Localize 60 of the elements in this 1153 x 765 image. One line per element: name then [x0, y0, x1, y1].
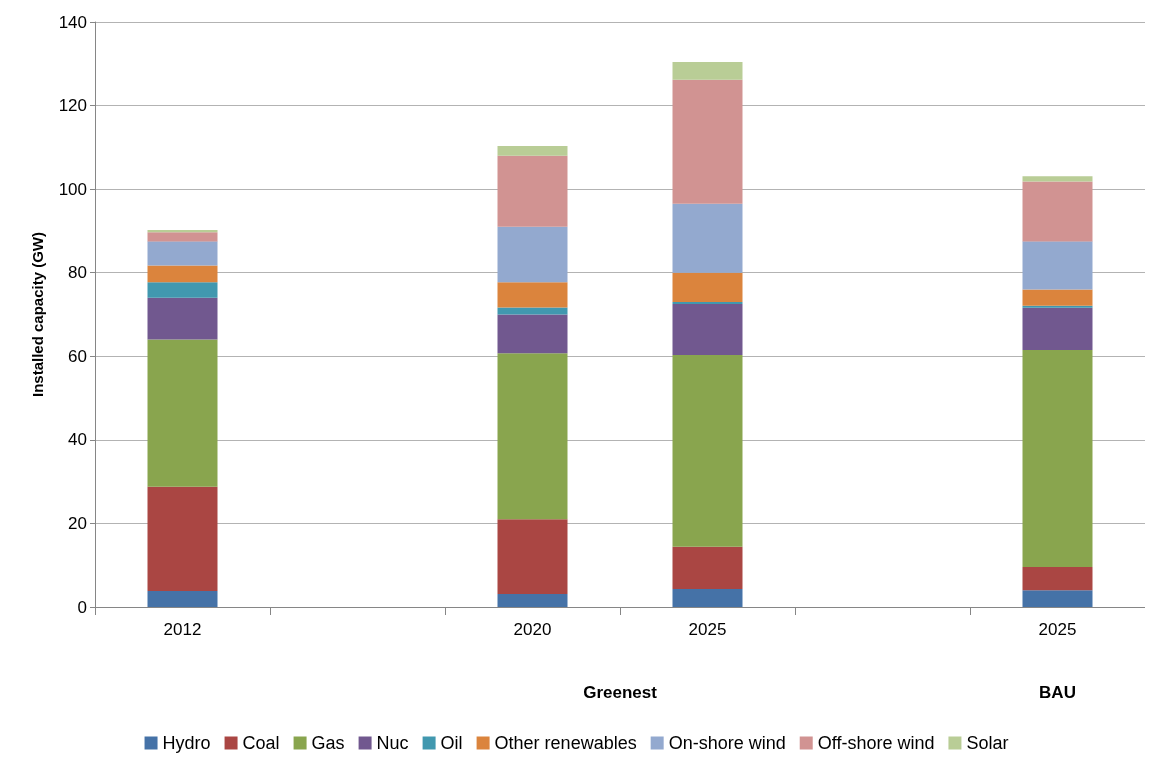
bar: [1022, 566, 1093, 591]
legend-label: Nuc: [376, 733, 409, 753]
bar: [1022, 590, 1093, 607]
bar: [147, 591, 218, 607]
y-tick-label: 40: [68, 430, 87, 450]
bar: [672, 589, 743, 607]
bar: [497, 146, 568, 156]
legend-label: Coal: [242, 733, 280, 753]
y-tick-label: 80: [68, 263, 87, 283]
bar: [672, 272, 743, 302]
text: Greenest: [583, 682, 658, 702]
legend-label: On-shore wind: [668, 733, 786, 753]
bar: [672, 546, 743, 590]
bar: [497, 314, 568, 354]
y-axis-title: Installed capacity (GW): [29, 231, 46, 398]
bar: [497, 307, 568, 315]
bar: [497, 519, 568, 595]
bar: [672, 79, 743, 204]
text: BAU: [1039, 682, 1076, 702]
bar: [1022, 181, 1093, 242]
bar: [1022, 350, 1093, 567]
legend-label: Gas: [311, 733, 345, 753]
bar: [1022, 305, 1093, 308]
bar: [147, 297, 218, 340]
bar: [1022, 176, 1093, 182]
bar: [1022, 289, 1093, 306]
bar: [147, 339, 218, 487]
legend-label: Solar: [966, 733, 1009, 753]
bar: [497, 282, 568, 308]
legend-label: Other renewables: [494, 733, 637, 753]
bar: [497, 353, 568, 520]
bar: [672, 62, 743, 80]
y-tick-label: 100: [58, 179, 87, 199]
bar: [147, 230, 218, 233]
legend-label: Off-shore wind: [817, 733, 935, 753]
bar: [672, 304, 743, 356]
bar: [147, 282, 218, 298]
x-tick-label: 2025: [688, 620, 727, 639]
y-tick-label: 140: [58, 12, 87, 32]
bar: [497, 226, 568, 283]
bar: [1022, 307, 1093, 351]
y-tick-label: 120: [58, 96, 87, 116]
bar: [147, 486, 218, 592]
bar: [672, 355, 743, 547]
bar: [497, 155, 568, 227]
y-tick-label: 0: [77, 597, 87, 617]
bar: [147, 265, 218, 283]
y-tick-label: 20: [68, 513, 87, 533]
bar: [1022, 241, 1093, 290]
y-tick-label: 60: [68, 346, 87, 366]
x-tick-label: 2020: [513, 620, 552, 639]
x-tick-label: 2025: [1038, 620, 1077, 639]
bar: [497, 594, 568, 607]
bar: [672, 301, 743, 305]
x-tick-label: 2012: [163, 620, 202, 639]
bar: [672, 203, 743, 273]
legend-label: Hydro: [162, 733, 211, 753]
bar: [147, 232, 218, 242]
legend-label: Oil: [440, 733, 463, 753]
bar: [147, 241, 218, 266]
